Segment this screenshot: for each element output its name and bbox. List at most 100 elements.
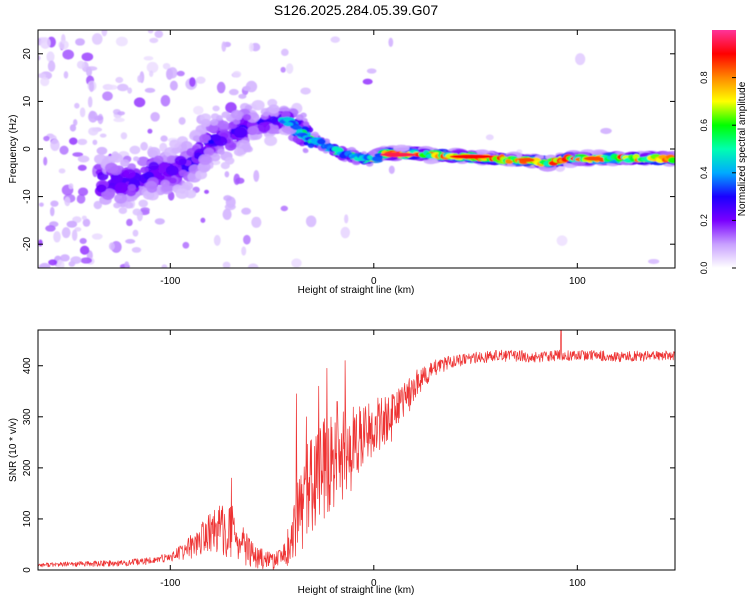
- spectrogram-x-tick-label: 0: [371, 276, 377, 287]
- hot-spot-blob: [283, 122, 294, 127]
- noise-blob: [330, 36, 340, 43]
- ridge-blob: [110, 174, 124, 184]
- ridge-blob: [281, 110, 291, 119]
- ridge-blob: [233, 126, 248, 138]
- noise-blob: [154, 30, 164, 38]
- ridge-blob: [210, 153, 221, 162]
- ridge-blob: [114, 182, 129, 194]
- noise-blob: [85, 66, 98, 71]
- noise-blob: [61, 227, 71, 239]
- ridge-blob: [166, 155, 177, 164]
- noise-blob: [223, 195, 232, 202]
- noise-blob: [647, 258, 660, 264]
- ridge-blob: [302, 148, 309, 154]
- noise-blob: [140, 207, 150, 213]
- noise-blob: [88, 80, 95, 93]
- noise-blob: [178, 117, 186, 125]
- ridge-blob: [140, 166, 149, 174]
- ridge-blob: [103, 188, 116, 198]
- ridge-blob: [307, 142, 315, 149]
- ridge-blob: [262, 111, 270, 117]
- noise-blob: [224, 171, 230, 178]
- noise-blob: [137, 75, 143, 83]
- snr-y-tick-label: 100: [22, 510, 33, 527]
- ridge-blob: [123, 168, 136, 179]
- noise-blob: [225, 102, 237, 114]
- noise-blob: [300, 87, 311, 95]
- figure-title: S126.2025.284.05.39.G07: [274, 2, 438, 18]
- noise-blob: [75, 38, 85, 46]
- noise-blob: [344, 214, 349, 224]
- ridge-blob: [124, 201, 134, 209]
- noise-blob: [76, 60, 85, 69]
- ridge-blob: [221, 111, 230, 119]
- noise-blob: [281, 48, 289, 57]
- hot-spot-blob: [449, 154, 494, 159]
- noise-blob: [147, 30, 154, 34]
- spectrogram-y-tick-label: -20: [22, 237, 33, 252]
- ridge-blob: [199, 133, 211, 144]
- noise-blob: [117, 111, 125, 116]
- ridge-blob: [148, 161, 159, 171]
- snr-y-tick-label: 400: [22, 357, 33, 374]
- noise-blob: [38, 73, 47, 79]
- noise-blob: [305, 215, 317, 228]
- noise-blob: [88, 127, 99, 136]
- noise-blob: [162, 62, 171, 70]
- ridge-blob: [220, 161, 230, 170]
- hot-spot-blob: [207, 139, 214, 145]
- noise-blob: [238, 93, 247, 99]
- noise-blob: [77, 164, 87, 171]
- noise-blob: [62, 49, 74, 60]
- noise-blob: [81, 215, 87, 221]
- ridge-blob: [153, 155, 164, 164]
- ridge-blob: [251, 99, 265, 111]
- snr-x-label: Height of straight line (km): [298, 585, 415, 596]
- noise-blob: [124, 261, 130, 268]
- ridge-blob: [302, 121, 310, 127]
- noise-blob: [40, 77, 50, 87]
- noise-blob: [59, 145, 69, 155]
- ridge-blob: [165, 165, 179, 176]
- snr-y-label: SNR (10 * v/v): [8, 418, 19, 482]
- ridge-blob: [243, 114, 252, 121]
- noise-blob: [127, 87, 133, 94]
- noise-blob: [113, 117, 125, 123]
- noise-blob: [74, 102, 80, 109]
- spectrogram-x-tick-label: 100: [569, 276, 586, 287]
- noise-blob: [245, 80, 258, 93]
- ridge-blob: [133, 156, 140, 162]
- colorbar-tick-label: 0.6: [699, 119, 709, 132]
- noise-blob: [50, 139, 60, 152]
- noise-blob: [241, 207, 252, 215]
- noise-blob: [160, 135, 168, 142]
- noise-blob: [243, 234, 251, 245]
- noise-blob: [96, 146, 108, 155]
- noise-blob: [232, 70, 242, 78]
- snr-y-tick-label: 300: [22, 408, 33, 425]
- noise-blob: [125, 239, 136, 244]
- ridge-blob: [180, 140, 193, 151]
- ridge-blob: [118, 207, 128, 214]
- ridge-blob: [233, 147, 245, 157]
- ridge-blob: [120, 159, 130, 167]
- noise-blob: [79, 245, 90, 255]
- ridge-blob: [198, 154, 212, 165]
- noise-blob: [388, 37, 394, 47]
- noise-blob: [99, 133, 107, 138]
- noise-blob: [50, 200, 59, 207]
- noise-blob: [102, 91, 113, 101]
- noise-blob: [68, 183, 74, 190]
- noise-blob: [115, 36, 128, 47]
- noise-blob: [182, 241, 190, 249]
- ridge-blob: [169, 139, 180, 149]
- ridge-blob: [182, 181, 194, 191]
- noise-blob: [108, 242, 115, 251]
- noise-blob: [38, 239, 43, 247]
- noise-blob: [58, 40, 69, 50]
- noise-blob: [69, 137, 78, 145]
- noise-blob: [38, 55, 41, 61]
- noise-blob: [69, 124, 77, 132]
